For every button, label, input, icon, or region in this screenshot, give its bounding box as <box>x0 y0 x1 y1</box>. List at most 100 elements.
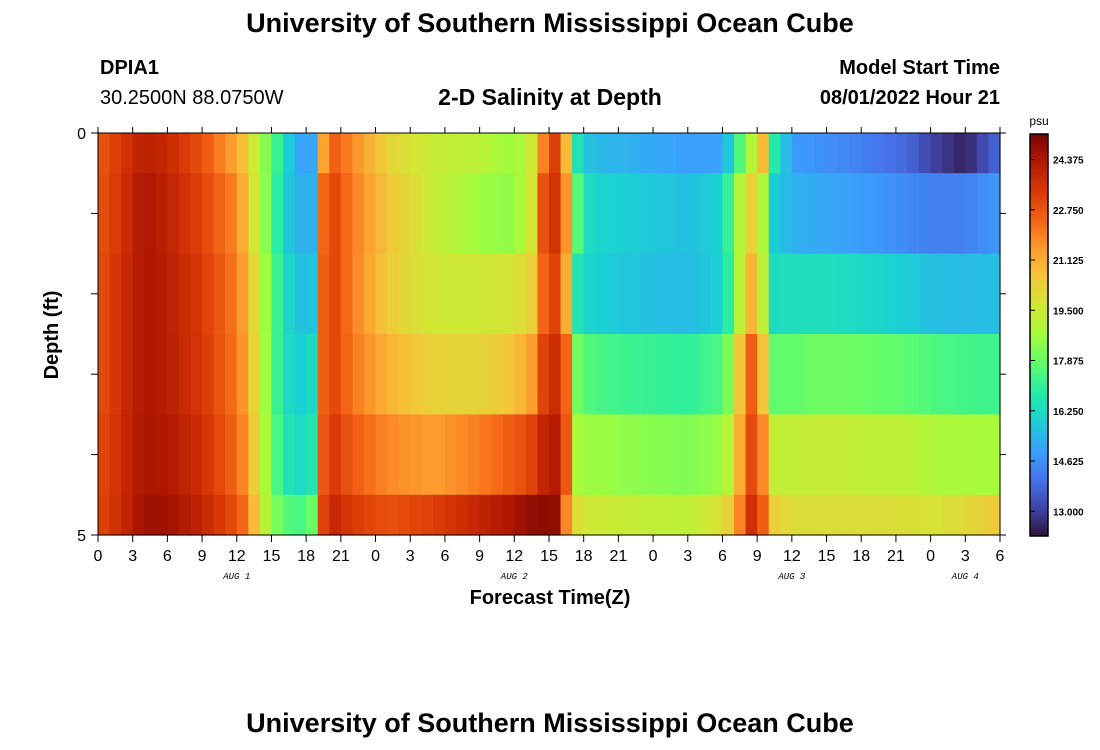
heatmap-cell <box>421 173 434 255</box>
heatmap-cell <box>930 334 943 415</box>
heatmap-cell <box>236 494 249 536</box>
heatmap-cell <box>248 334 261 415</box>
heatmap-cell <box>190 334 203 415</box>
heatmap-cell <box>595 133 608 174</box>
heatmap-cell <box>340 173 354 255</box>
heatmap-cell <box>444 253 458 335</box>
heatmap-cell <box>259 173 273 255</box>
x-tick-label: 0 <box>926 548 935 565</box>
heatmap-cell <box>491 414 504 496</box>
heatmap-cell <box>629 253 643 335</box>
heatmap-cell <box>583 414 596 496</box>
heatmap-cell <box>491 173 504 255</box>
heatmap-cell <box>132 494 145 536</box>
heatmap-cell <box>757 253 770 335</box>
heatmap-cell <box>167 253 180 335</box>
heatmap-cell <box>98 253 111 335</box>
x-tick-label: 9 <box>198 548 207 565</box>
heatmap-cell <box>479 414 492 496</box>
heatmap-cell <box>433 253 446 335</box>
x-tick-label: 0 <box>371 548 380 565</box>
heatmap-cell <box>421 334 434 415</box>
colorbar: psu 24.375 22.750 21.125 19.500 17.875 16.250… <box>1029 114 1084 537</box>
heatmap-cell <box>144 414 157 496</box>
heatmap-cell <box>757 173 770 255</box>
heatmap-cell <box>167 173 180 255</box>
heatmap-cell <box>780 334 793 415</box>
x-axis-label: Forecast Time(Z) <box>470 587 631 609</box>
heatmap-cell <box>317 173 330 255</box>
heatmap-cell <box>861 173 874 255</box>
heatmap-cell <box>306 334 319 415</box>
heatmap-cell <box>791 414 805 496</box>
heatmap-cell <box>884 494 897 536</box>
heatmap-cell <box>248 494 261 536</box>
colorbar-tick-label: 21.125 <box>1053 256 1084 267</box>
heatmap-cell <box>803 334 816 415</box>
x-tick-label: 12 <box>228 548 246 565</box>
heatmap-cell <box>178 334 192 415</box>
heatmap-cell <box>190 253 203 335</box>
heatmap-cell <box>398 494 411 536</box>
x-tick-label: 21 <box>332 548 350 565</box>
heatmap-cell <box>814 253 828 335</box>
x-tick-label: 15 <box>818 548 836 565</box>
heatmap-cell <box>676 334 689 415</box>
heatmap-cell <box>178 173 192 255</box>
heatmap-cell <box>144 253 157 335</box>
heatmap-cell <box>202 253 215 335</box>
heatmap-cell <box>363 133 377 174</box>
heatmap-cell <box>560 414 573 496</box>
heatmap-cell <box>479 173 492 255</box>
heatmap-cell <box>861 253 874 335</box>
heatmap-cell <box>734 414 747 496</box>
heatmap-cell <box>803 494 816 536</box>
heatmap-cell <box>502 414 515 496</box>
heatmap-cell <box>502 494 515 536</box>
heatmap-cell <box>734 133 747 174</box>
heatmap-cell <box>734 494 747 536</box>
heatmap-cell <box>814 494 828 536</box>
heatmap-cell <box>895 414 909 496</box>
heatmap-cell <box>699 494 712 536</box>
heatmap-cell <box>398 133 411 174</box>
heatmap-cell <box>329 253 342 335</box>
heatmap-cell <box>514 334 527 415</box>
heatmap-cell <box>965 173 978 255</box>
heatmap-cell <box>861 414 874 496</box>
heatmap-cell <box>109 494 122 536</box>
heatmap-cell <box>340 494 354 536</box>
heatmap-cell <box>838 173 851 255</box>
heatmap-cell <box>363 173 377 255</box>
heatmap-cell <box>907 414 920 496</box>
heatmap-cell <box>965 334 978 415</box>
page-title: University of Southern Mississippi Ocean… <box>246 8 854 38</box>
heatmap-cell <box>583 133 596 174</box>
heatmap-cell <box>375 414 388 496</box>
heatmap-cell <box>965 494 978 536</box>
heatmap-cell <box>155 133 168 174</box>
heatmap-cell <box>560 253 573 335</box>
heatmap-cell <box>479 334 492 415</box>
heatmap-cell <box>190 173 203 255</box>
heatmap-cell <box>734 253 747 335</box>
heatmap-cell <box>849 133 862 174</box>
heatmap-cell <box>248 414 261 496</box>
x-tick-label: 18 <box>297 548 315 565</box>
heatmap-cell <box>641 133 654 174</box>
x-tick-label: 6 <box>996 548 1005 565</box>
heatmap-cell <box>410 494 423 536</box>
heatmap-cell <box>872 334 885 415</box>
heatmap-cell <box>976 253 990 335</box>
heatmap-cell <box>167 334 180 415</box>
y-axis-label: Depth (ft) <box>41 291 63 380</box>
heatmap-cell <box>109 414 122 496</box>
heatmap-cell <box>826 173 839 255</box>
heatmap-cell <box>433 173 446 255</box>
x-tick-label: 12 <box>783 548 801 565</box>
heatmap-cell <box>757 133 770 174</box>
heatmap-cell <box>352 494 365 536</box>
heatmap-cell <box>618 414 631 496</box>
heatmap-cell <box>953 334 966 415</box>
heatmap-cell <box>468 334 481 415</box>
